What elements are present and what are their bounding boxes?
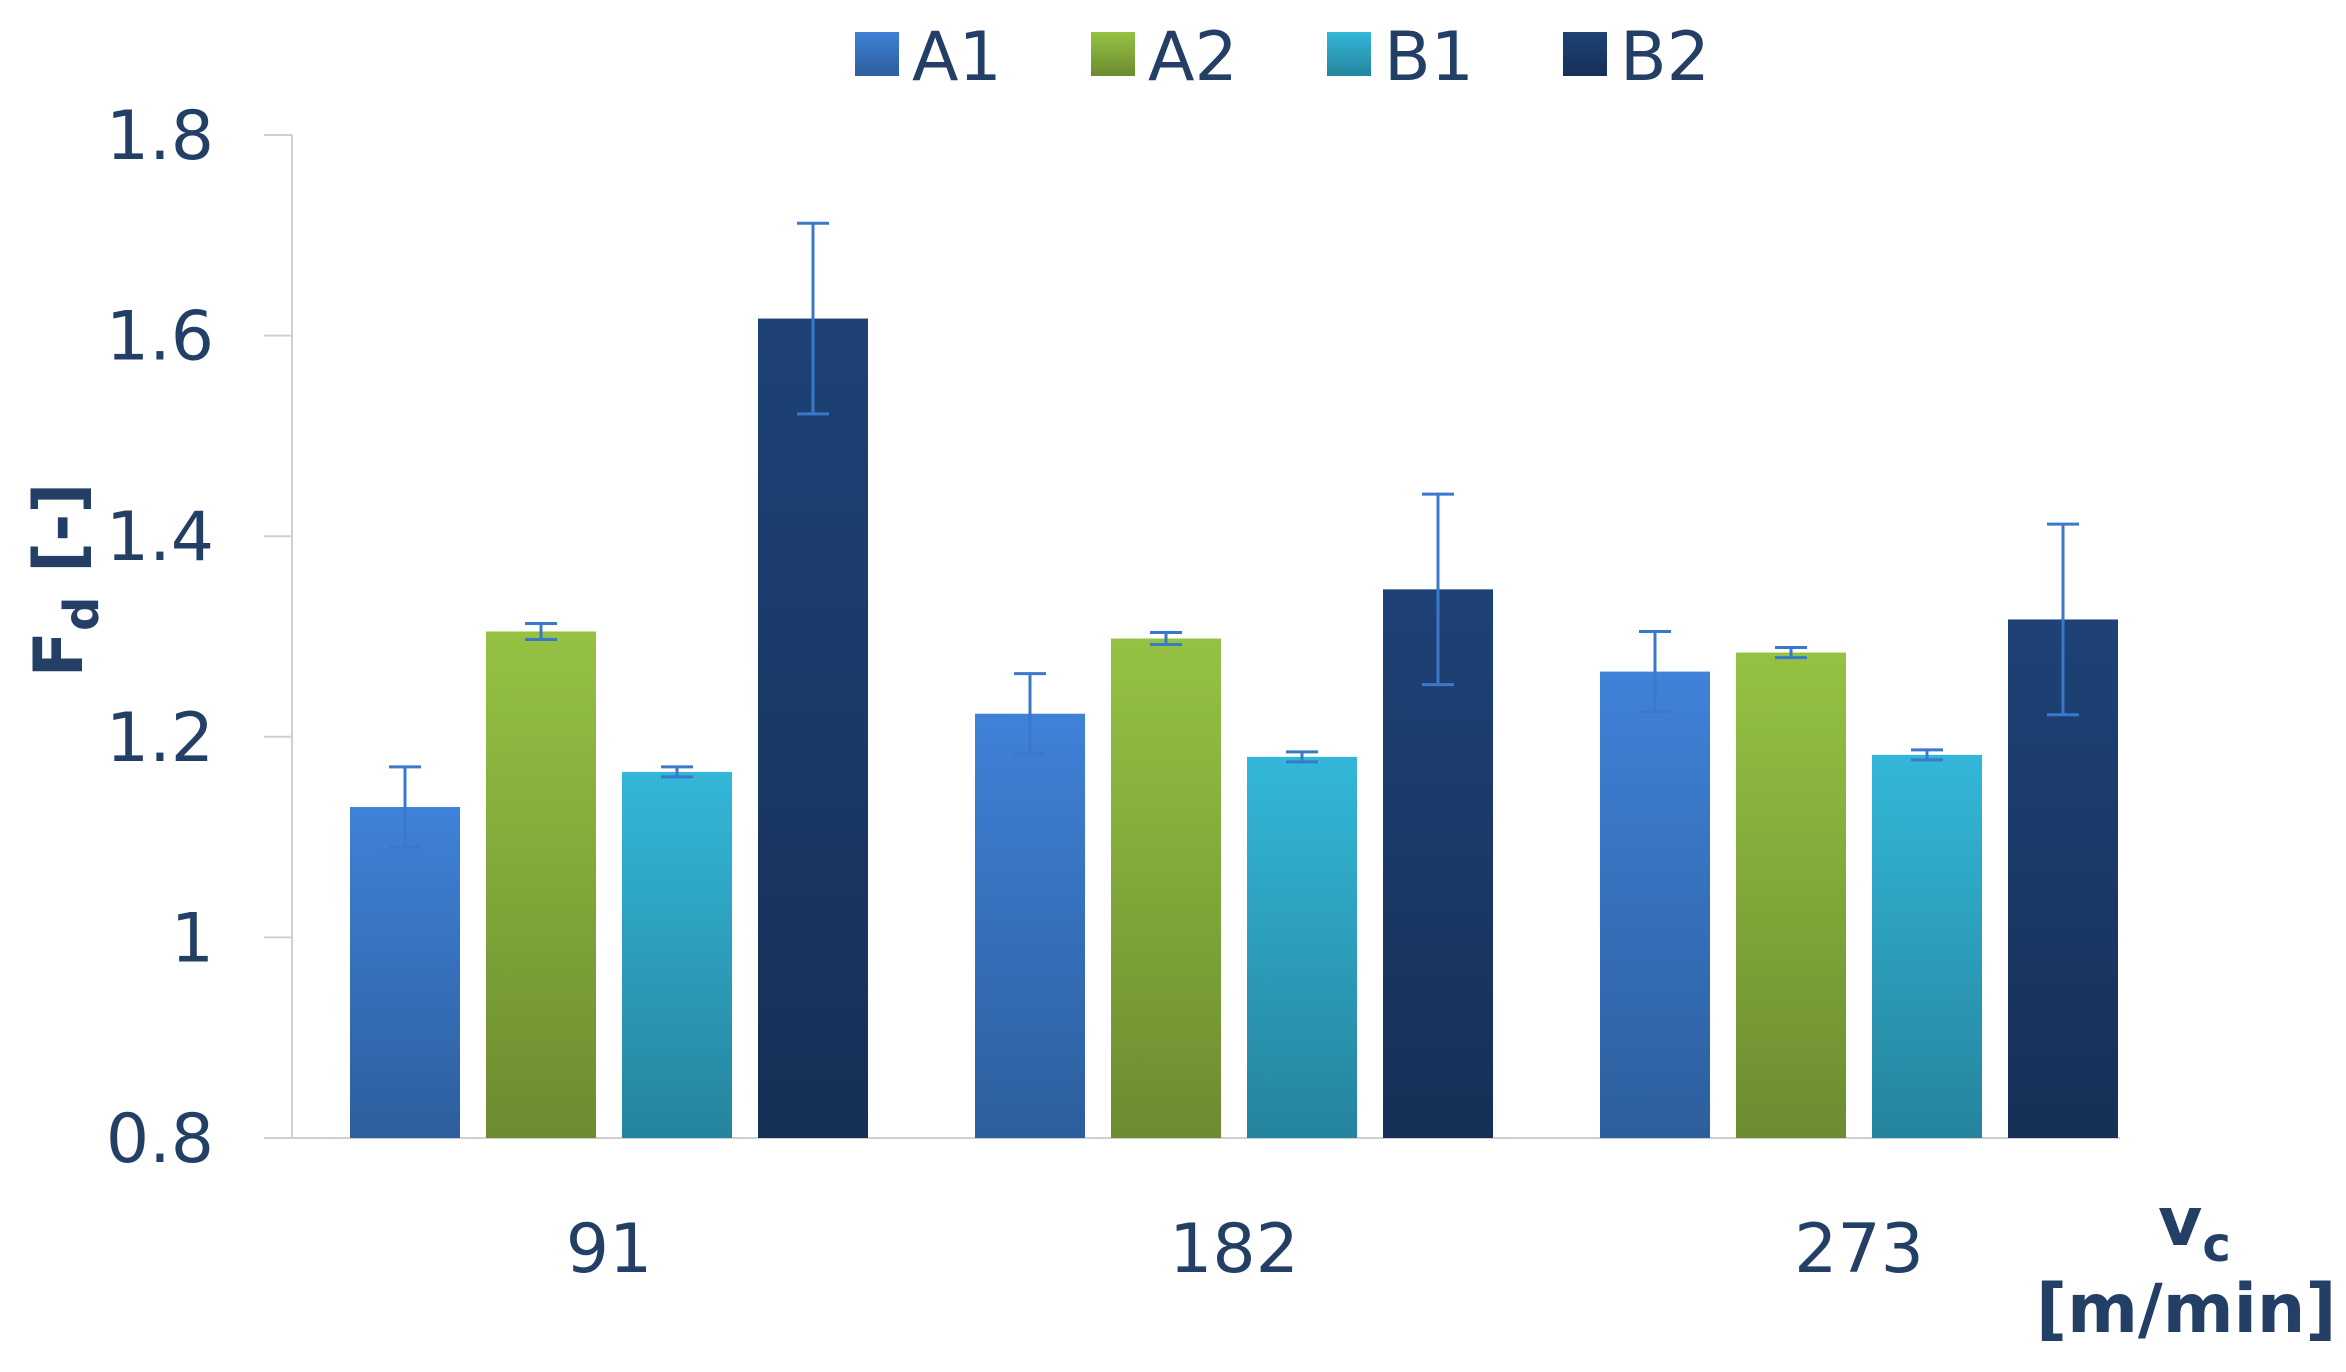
legend-swatch-a1 <box>855 32 899 76</box>
legend-label-b2: B2 <box>1620 18 1710 97</box>
x-tick-label: 182 <box>1169 1210 1299 1289</box>
x-axis: 91 182 273 <box>264 1137 2120 1289</box>
bar-b1-91 <box>622 771 732 1138</box>
bars <box>350 318 2118 1138</box>
x-axis-title: vc <box>2158 1183 2231 1273</box>
legend-label-a1: A1 <box>912 18 1002 97</box>
legend-label-a2: A2 <box>1148 18 1238 97</box>
legend-swatch-a2 <box>1091 32 1135 76</box>
legend-swatch-b2 <box>1563 32 1607 76</box>
legend-label-b1: B1 <box>1384 18 1474 97</box>
y-tick-label: 1 <box>171 899 214 978</box>
x-axis-unit: [m/min] <box>2036 1270 2336 1349</box>
bar-a1-91 <box>350 807 460 1138</box>
bar-a1-182 <box>975 713 1085 1138</box>
legend-swatch-b1 <box>1327 32 1371 76</box>
y-tick-label: 1.8 <box>106 97 214 176</box>
y-tick-label: 1.6 <box>106 298 214 377</box>
x-tick-label: 273 <box>1794 1210 1924 1289</box>
y-axis-title: Fd [-] <box>20 483 110 678</box>
error-bars <box>389 221 2079 849</box>
y-tick-label: 1.4 <box>106 498 214 577</box>
bar-b1-182 <box>1247 756 1357 1138</box>
bar-a2-91 <box>486 631 596 1138</box>
y-tick-label: 0.8 <box>106 1100 214 1179</box>
bar-a1-273 <box>1600 671 1710 1138</box>
y-axis: 0.8 1 1.2 1.4 1.6 1.8 <box>106 97 293 1179</box>
bar-a2-273 <box>1736 652 1846 1138</box>
legend: A1 A2 B1 B2 <box>855 18 1710 97</box>
bar-a2-182 <box>1111 638 1221 1138</box>
x-tick-label: 91 <box>566 1210 653 1289</box>
bar-b1-273 <box>1872 754 1982 1138</box>
bar-b2-91 <box>758 318 868 1138</box>
y-tick-label: 1.2 <box>106 699 214 778</box>
